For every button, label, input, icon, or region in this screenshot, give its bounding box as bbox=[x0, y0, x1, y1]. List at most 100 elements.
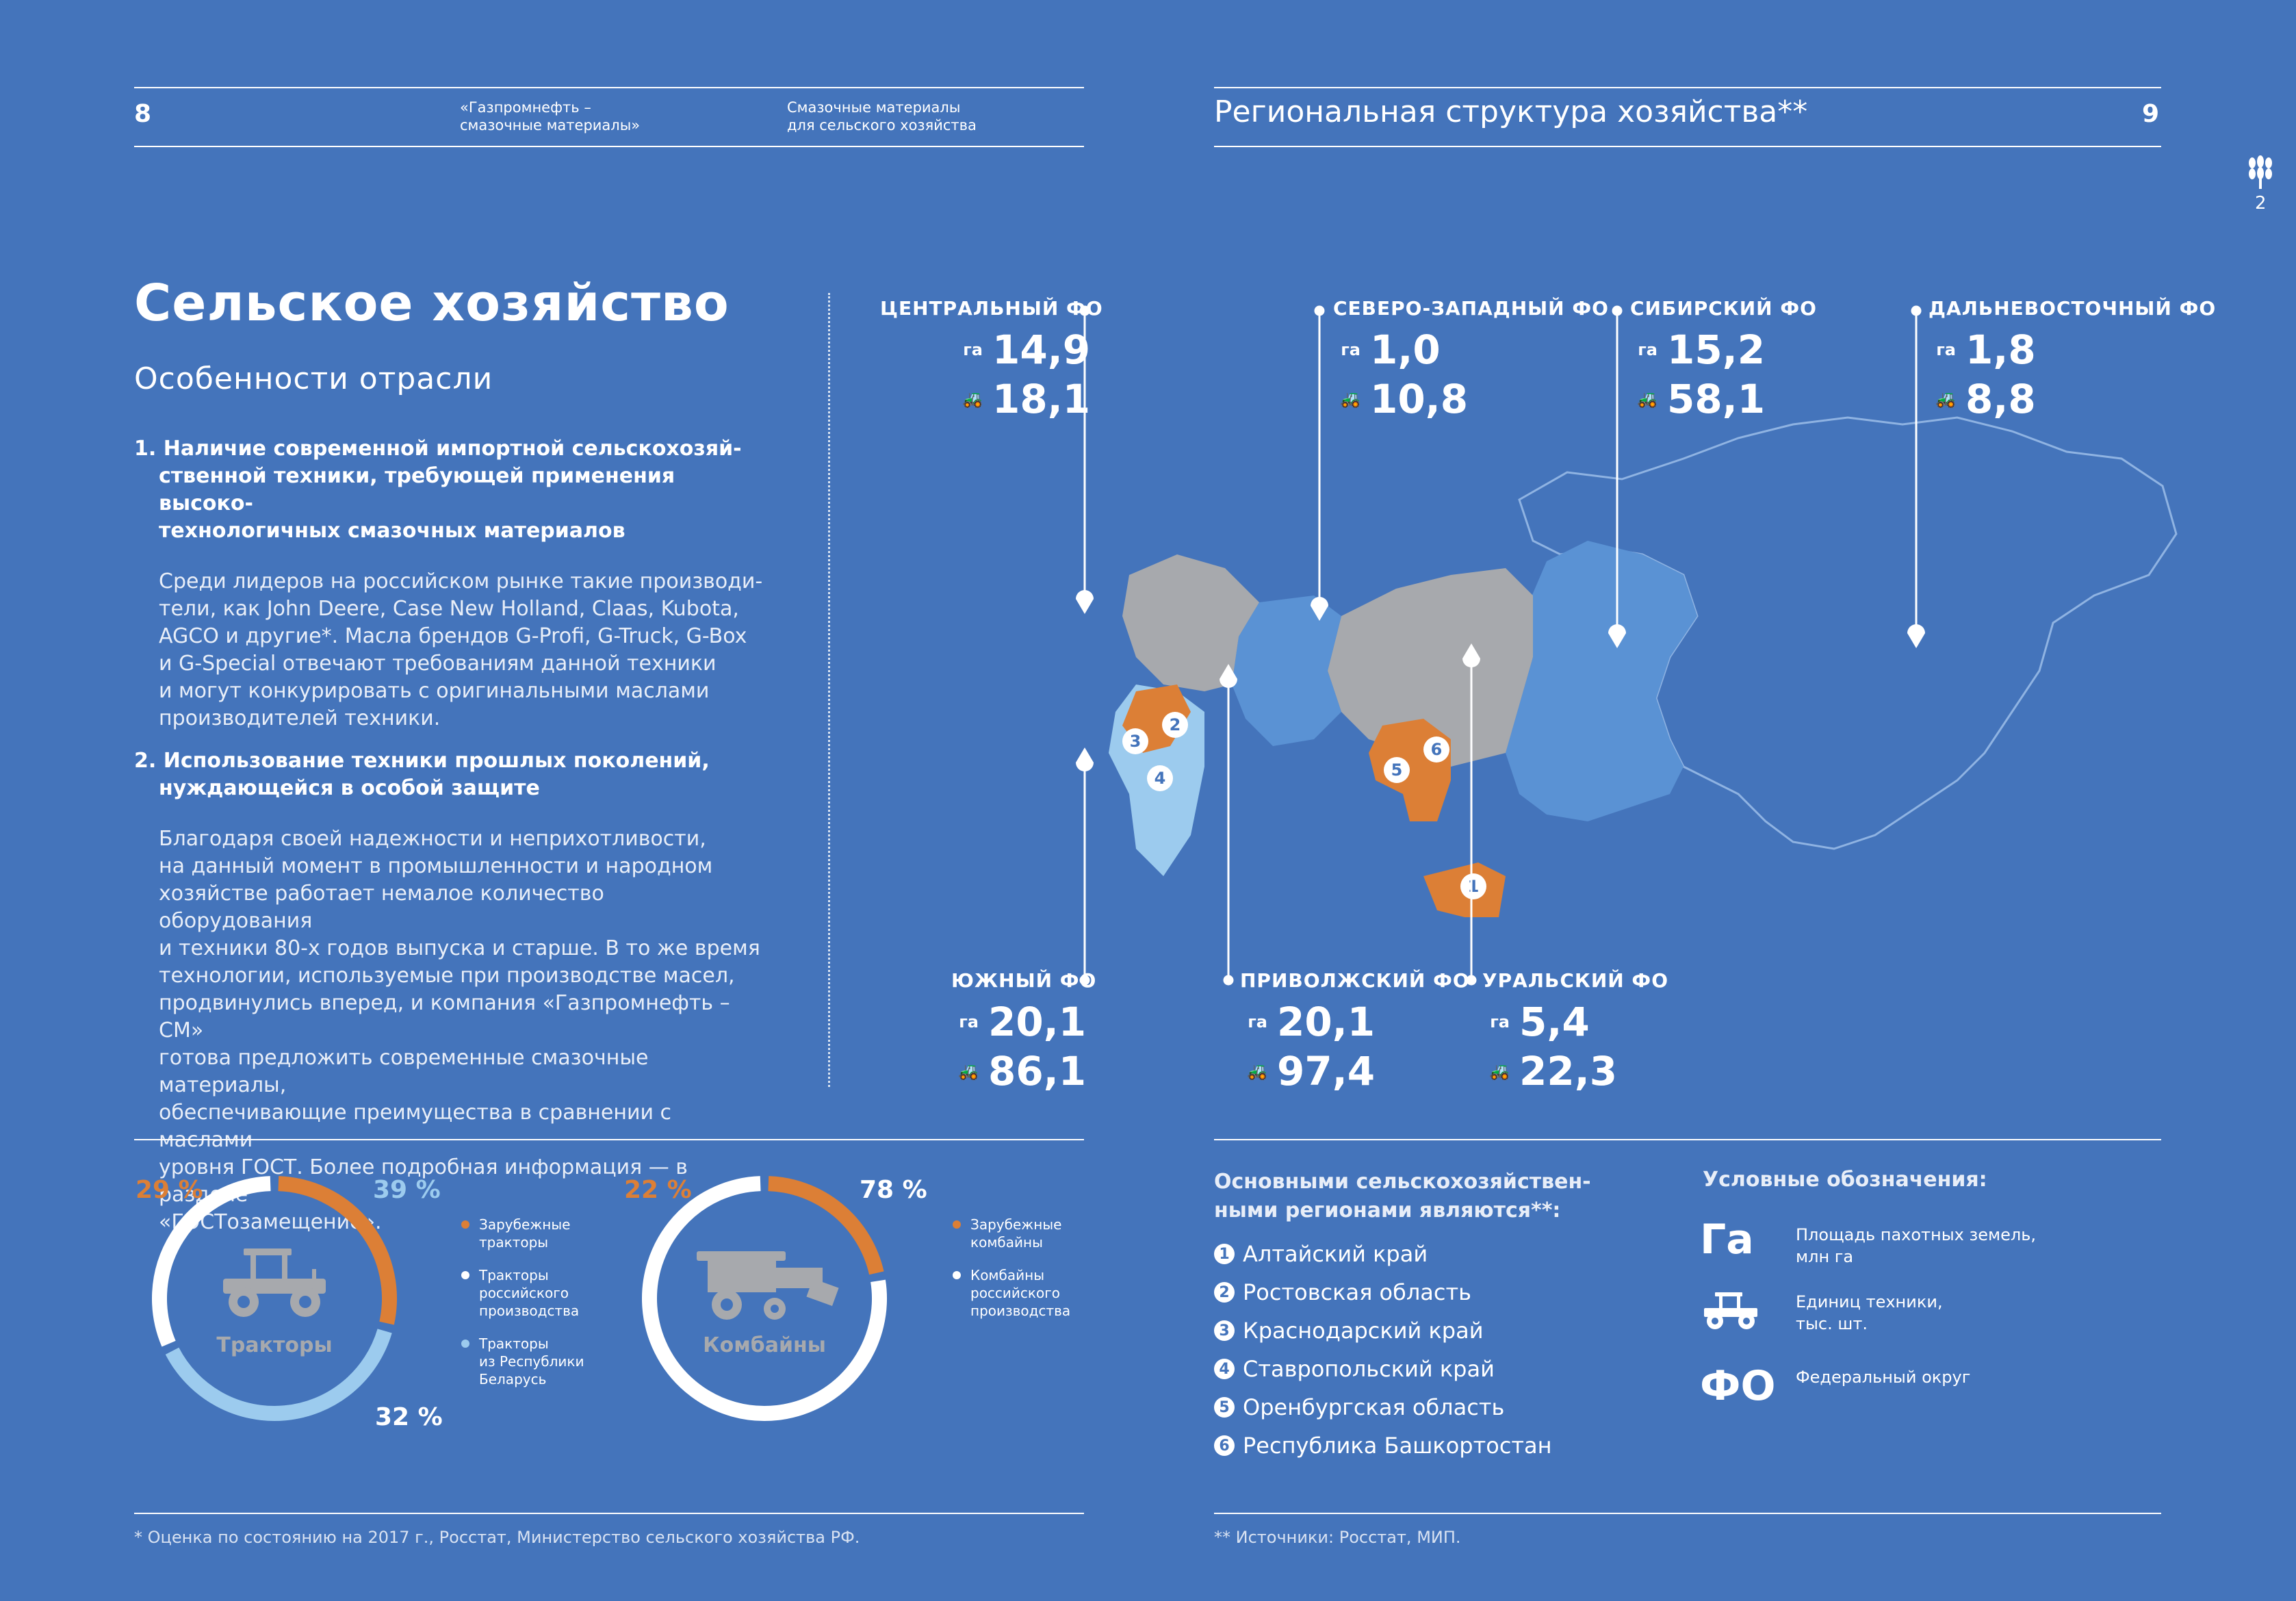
charts-rule-left bbox=[134, 1139, 1084, 1140]
donut-tractors-svg bbox=[152, 1176, 397, 1421]
header-rule-top-left bbox=[134, 87, 1084, 88]
pct-tractors-russian: 32 % bbox=[375, 1403, 443, 1431]
district-name: ДАЛЬНЕВОСТОЧНЫЙ ФО bbox=[1929, 297, 2217, 320]
ga-icon: га bbox=[1638, 340, 1657, 359]
units-value: 10,8 bbox=[1370, 376, 1469, 422]
pct-tractors-foreign: 29 % bbox=[136, 1176, 203, 1204]
point-2-title: 2. Использование техники прошлых поколен… bbox=[134, 749, 710, 800]
map-legend: Условные обозначения: bbox=[1703, 1168, 1987, 1192]
ga-icon: Га bbox=[1700, 1216, 1754, 1264]
map-badge-1: 1 bbox=[1460, 873, 1486, 899]
map-badge-6: 6 bbox=[1423, 737, 1449, 763]
page-title: Региональная структура хозяйства** bbox=[1214, 94, 1808, 129]
district-name: ПРИВОЛЖСКИЙ ФО bbox=[1240, 969, 1470, 992]
legend-tractors-foreign: Зарубежные тракторы bbox=[461, 1216, 584, 1251]
map-badge-3: 3 bbox=[1122, 728, 1148, 754]
legend-combines-foreign: Зарубежные комбайны bbox=[953, 1216, 1070, 1251]
district-northwest: СЕВЕРО-ЗАПАДНЫЙ ФО га 1,0 🚜 10,8 bbox=[1333, 297, 1609, 424]
list-item: 2 Ростовская область bbox=[1214, 1273, 1591, 1311]
district-ural: УРАЛЬСКИЙ ФО га 5,4 🚜 22,3 bbox=[1482, 969, 1668, 1096]
footnote-left: * Оценка по состоянию на 2017 г., Росста… bbox=[134, 1528, 860, 1547]
tractor-icon: 🚜 bbox=[958, 1062, 979, 1081]
donut-tractors-segment-3 bbox=[152, 1176, 271, 1347]
map-badge-4: 4 bbox=[1147, 765, 1173, 791]
donut-combines-segment-2 bbox=[642, 1176, 887, 1421]
tractor-icon bbox=[216, 1246, 339, 1324]
donut-tractors-segment-1 bbox=[278, 1176, 397, 1325]
header-section: Смазочные материалы для сельского хозяйс… bbox=[787, 99, 977, 133]
section-title: Сельское хозяйство bbox=[134, 274, 730, 333]
list-item: 5 Оренбургская область bbox=[1214, 1388, 1591, 1426]
header-rule-bottom-right bbox=[1214, 146, 2161, 147]
district-name: СЕВЕРО-ЗАПАДНЫЙ ФО bbox=[1333, 297, 1609, 320]
tractor-icon: 🚜 bbox=[1935, 389, 1956, 409]
point-1: 1. Наличие современной импортной сельско… bbox=[134, 435, 764, 732]
regions-title: Основными сельскохозяйствен- ными регион… bbox=[1214, 1170, 1591, 1222]
list-item: 1 Алтайский край bbox=[1214, 1235, 1591, 1273]
footer-rule-left bbox=[134, 1513, 1084, 1514]
header-rule-top-right bbox=[1214, 87, 2161, 88]
tractor-icon: 🚜 bbox=[1489, 1062, 1510, 1081]
district-central: ЦЕНТРАЛЬНЫЙ ФО га 14,9 🚜 18,1 bbox=[880, 297, 1103, 424]
legend-tractors-russian: Тракторы российского производства bbox=[461, 1266, 584, 1320]
point-2: 2. Использование техники прошлых поколен… bbox=[134, 747, 764, 1236]
tractor-icon bbox=[1700, 1291, 1762, 1335]
units-value: 58,1 bbox=[1667, 376, 1766, 422]
legend-tractors-belarus: Тракторы из Республики Беларусь bbox=[461, 1335, 584, 1388]
list-item: 3 Краснодарский край bbox=[1214, 1311, 1591, 1350]
footer-rule-right bbox=[1214, 1513, 2161, 1514]
district-name: УРАЛЬСКИЙ ФО bbox=[1482, 969, 1668, 992]
district-volga: ПРИВОЛЖСКИЙ ФО га 20,1 🚜 97,4 bbox=[1240, 969, 1470, 1096]
list-item: 4 Ставропольский край bbox=[1214, 1350, 1591, 1388]
charts-rule-right bbox=[1214, 1139, 2161, 1140]
ga-icon: га bbox=[1341, 340, 1360, 359]
legend-title: Условные обозначения: bbox=[1703, 1168, 1987, 1192]
ga-icon: га bbox=[1936, 340, 1956, 359]
area-value: 1,0 bbox=[1370, 326, 1441, 373]
donut-combines-svg bbox=[642, 1176, 887, 1421]
district-name: ЦЕНТРАЛЬНЫЙ ФО bbox=[880, 297, 1103, 320]
area-value: 20,1 bbox=[988, 999, 1087, 1045]
point-1-body: Среди лидеров на российском рынке такие … bbox=[159, 569, 763, 730]
combine-icon bbox=[693, 1247, 840, 1325]
donut-combines-segment-1 bbox=[768, 1176, 884, 1275]
header-rule-bottom-left bbox=[134, 146, 1084, 147]
map-badge-5: 5 bbox=[1384, 757, 1410, 783]
legend-ga: Га Площадь пахотных земель, млн га bbox=[1700, 1216, 2036, 1266]
area-value: 1,8 bbox=[1965, 326, 2036, 373]
units-value: 18,1 bbox=[992, 376, 1091, 422]
page-number-left: 8 bbox=[134, 100, 152, 128]
legend-tractors: Зарубежные тракторы Тракторы российского пр… bbox=[461, 1216, 584, 1388]
donut-combines: Комбайны bbox=[638, 1172, 891, 1425]
footnote-right: ** Источники: Росстат, МИП. bbox=[1214, 1528, 1461, 1547]
district-south: ЮЖНЫЙ ФО га 20,1 🚜 86,1 bbox=[951, 969, 1096, 1096]
area-value: 20,1 bbox=[1277, 999, 1376, 1045]
units-value: 86,1 bbox=[988, 1048, 1087, 1094]
pct-tractors-belarus: 39 % bbox=[373, 1176, 441, 1204]
tractor-icon: 🚜 bbox=[962, 389, 983, 409]
list-item: 6 Республика Башкортостан bbox=[1214, 1426, 1591, 1465]
tractor-icon: 🚜 bbox=[1637, 389, 1657, 409]
donut-tractors: Тракторы bbox=[148, 1172, 401, 1425]
legend-combines-russian: Комбайны российского производства bbox=[953, 1266, 1070, 1320]
donut-tractors-label: Тракторы bbox=[216, 1333, 333, 1357]
wheat-icon bbox=[2245, 155, 2276, 192]
fo-icon: ФО bbox=[1700, 1362, 1776, 1410]
legend-combines: Зарубежные комбайны Комбайны российского пр… bbox=[953, 1216, 1070, 1320]
district-name: ЮЖНЫЙ ФО bbox=[951, 969, 1097, 992]
ga-icon: га bbox=[1490, 1012, 1510, 1032]
legend-fo: ФО Федеральный округ bbox=[1700, 1362, 1971, 1410]
district-siberian: СИБИРСКИЙ ФО га 15,2 🚜 58,1 bbox=[1630, 297, 1817, 424]
district-fareast: ДАЛЬНЕВОСТОЧНЫЙ ФО га 1,8 🚜 8,8 bbox=[1929, 297, 2216, 424]
column-divider bbox=[828, 293, 830, 1087]
legend-units: Единиц техники, тыс. шт. bbox=[1700, 1291, 1943, 1335]
ga-icon: га bbox=[959, 1012, 979, 1032]
tractor-icon: 🚜 bbox=[1340, 389, 1360, 409]
section-subtitle: Особенности отрасли bbox=[134, 361, 493, 396]
area-value: 5,4 bbox=[1519, 999, 1590, 1045]
point-1-title: 1. Наличие современной импортной сельско… bbox=[134, 437, 742, 543]
side-tab-number: 2 bbox=[2255, 193, 2267, 214]
page-number-right: 9 bbox=[2142, 100, 2160, 128]
pct-combines-russian: 78 % bbox=[860, 1176, 927, 1204]
russia-map-svg bbox=[1109, 416, 2178, 917]
